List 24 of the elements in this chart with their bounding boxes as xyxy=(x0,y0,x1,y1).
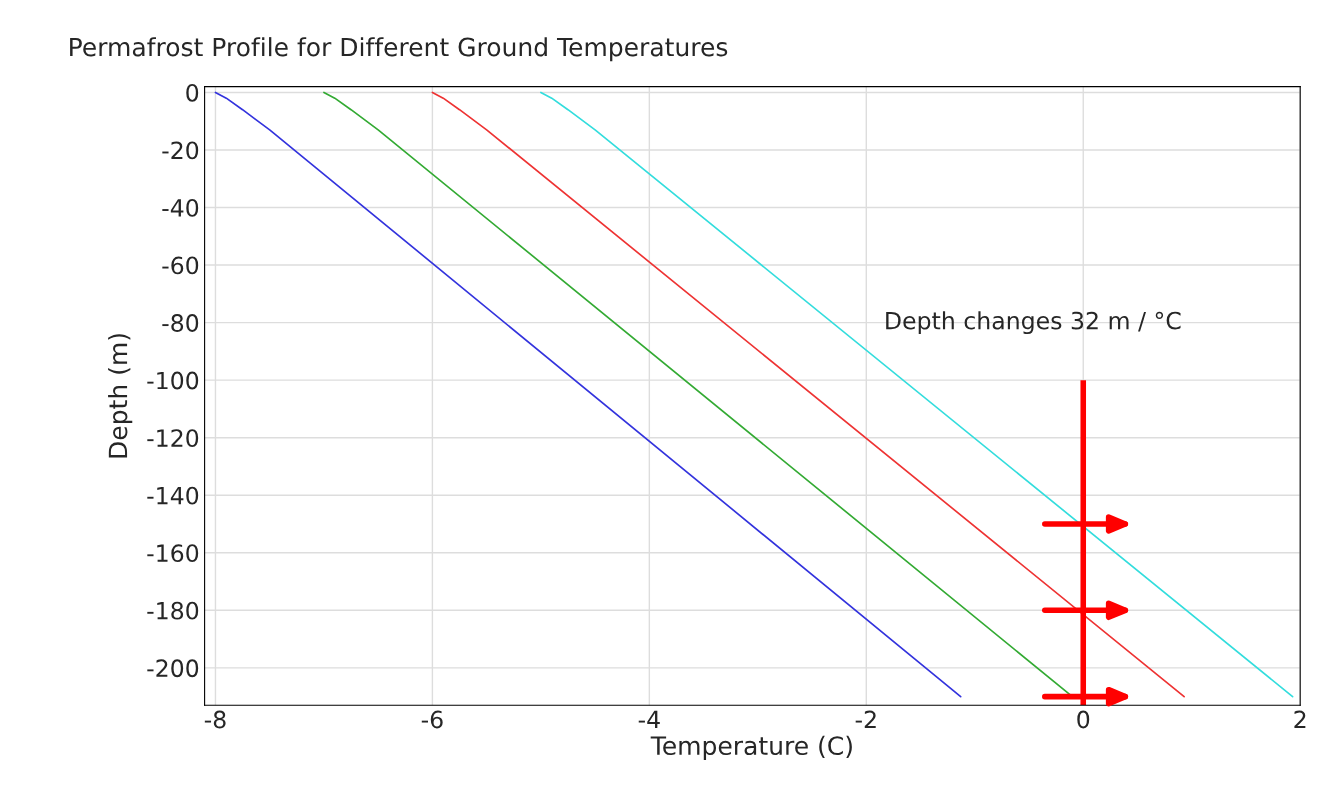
y-tick-label: -180 xyxy=(147,601,199,620)
y-tick-label: -40 xyxy=(162,198,199,217)
chart-title: Permafrost Profile for Different Ground Temperatures xyxy=(70,37,728,62)
x-tick-label: -8 xyxy=(204,710,226,729)
annotation: Depth changes 32 m / °C xyxy=(886,311,1181,335)
x-tick-label: 2 xyxy=(1294,710,1306,729)
line-series xyxy=(431,91,1185,698)
x-tick-label: -4 xyxy=(638,710,660,729)
x-axis-title: Temperature (C) xyxy=(650,735,852,760)
x-tick-label: -2 xyxy=(855,710,876,729)
y-tick-label: -100 xyxy=(147,371,199,390)
line-series xyxy=(540,91,1294,698)
y-tick-label: -120 xyxy=(147,429,199,447)
y-tick-label: -140 xyxy=(147,486,199,505)
y-tick-label: -160 xyxy=(147,544,199,563)
y-tick-label: -20 xyxy=(162,141,199,160)
y-tick-label: 0 xyxy=(186,83,199,102)
y-tick-label: -200 xyxy=(147,659,199,678)
line-series xyxy=(214,91,962,698)
y-tick-label: -80 xyxy=(162,314,199,332)
y-axis-title: Depth (m) xyxy=(108,334,133,458)
x-tick-label: -6 xyxy=(421,710,443,729)
y-tick-label: -60 xyxy=(162,256,199,275)
x-tick-label: 0 xyxy=(1077,710,1090,729)
